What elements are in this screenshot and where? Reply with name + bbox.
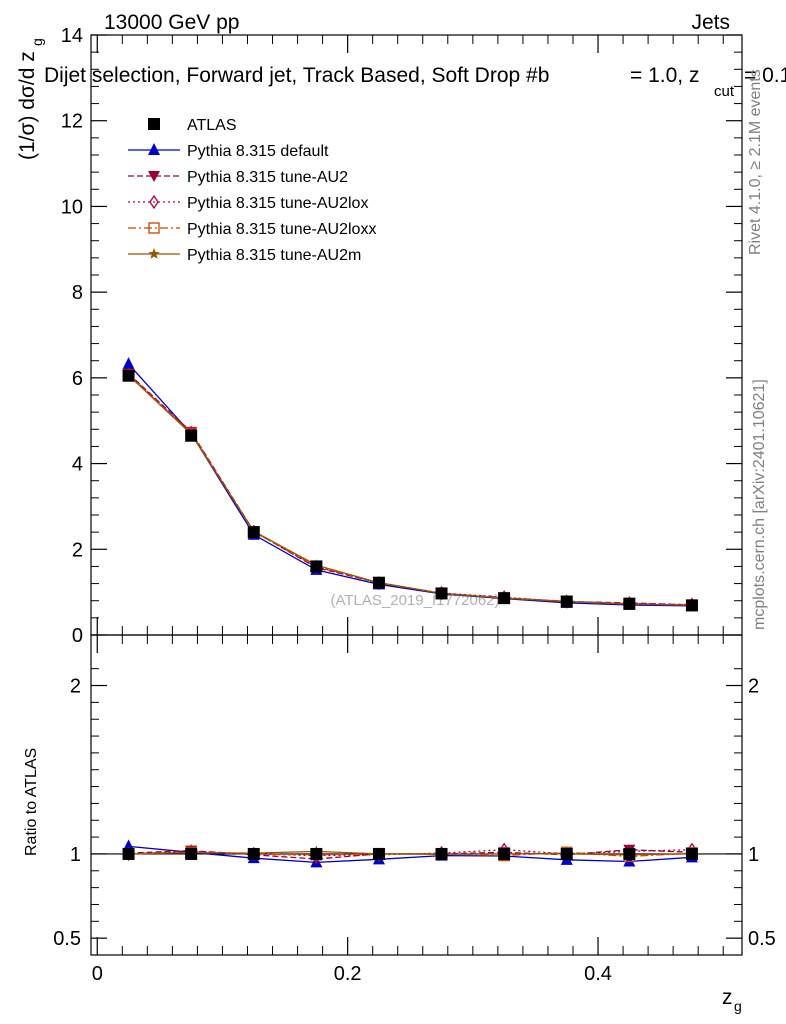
main-point-atlas [623, 597, 636, 610]
main-ylabel-sub: g [29, 38, 45, 46]
xtick-label: 0.2 [334, 963, 362, 985]
main-ylabel: (1/σ) dσ/d z [16, 51, 39, 160]
legend-marker-atlas [148, 118, 160, 130]
plot-title-param-suffix: = 0.1 [744, 64, 786, 87]
ratio-point-atlas [685, 847, 698, 860]
main-ytick-label: 10 [61, 196, 83, 218]
main-ytick-label: 2 [72, 539, 83, 561]
main-ytick-label: 12 [61, 111, 83, 133]
analysis-watermark: (ATLAS_2019_I1772062) [330, 592, 499, 609]
mcplots-label: mcplots.cern.ch [arXiv:2401.10621] [751, 379, 768, 630]
main-line-au2 [128, 373, 692, 606]
ratio-point-atlas [185, 847, 198, 860]
main-point-default [122, 357, 135, 370]
main-ytick-label: 6 [72, 368, 83, 390]
plot-title-param-sub: cut [714, 83, 735, 100]
legend-marker-au2loxx [148, 222, 160, 234]
legend-label-au2m: Pythia 8.315 tune-AU2m [187, 247, 361, 264]
energy-label: 13000 GeV pp [104, 11, 239, 34]
main-point-atlas [498, 592, 511, 605]
xtick-label: 0 [92, 963, 103, 985]
ratio-line-default [128, 845, 692, 864]
main-point-atlas [372, 576, 385, 589]
ratio-ytick-label-right: 2 [748, 676, 759, 698]
plot-title-param-prefix: = 1.0, z [630, 64, 699, 87]
ratio-ytick-label-right: 1 [748, 844, 759, 866]
xlabel: z [722, 986, 733, 1009]
main-point-atlas [122, 369, 135, 382]
main-line-au2loxx [128, 374, 692, 606]
legend-label-default: Pythia 8.315 default [187, 143, 329, 160]
ratio-line-au2m [128, 850, 692, 856]
ratio-point-atlas [498, 847, 511, 860]
main-point-atlas [560, 595, 573, 608]
ratio-ytick-label: 2 [70, 676, 81, 698]
ratio-point-default [623, 854, 636, 867]
ratio-series-group [122, 839, 698, 868]
ratio-point-atlas [623, 847, 636, 860]
ratio-point-atlas [122, 847, 135, 860]
main-ytick-label: 4 [72, 454, 83, 476]
legend-label-au2lox: Pythia 8.315 tune-AU2lox [187, 195, 368, 212]
ratio-plot-frame [90, 634, 743, 956]
ratio-point-atlas [435, 847, 448, 860]
ratio-point-atlas [310, 847, 323, 860]
legend-marker-au2lox [149, 194, 159, 210]
ratio-ytick-label: 1 [70, 844, 81, 866]
main-point-atlas [435, 587, 448, 600]
main-line-au2lox [128, 373, 692, 606]
main-point-atlas [185, 429, 198, 442]
main-point-atlas [247, 526, 260, 539]
main-ytick-label: 14 [61, 25, 83, 47]
legend-label-au2loxx: Pythia 8.315 tune-AU2loxx [187, 221, 376, 238]
plot-title: Dijet selection, Forward jet, Track Base… [44, 64, 549, 87]
ratio-point-atlas [560, 847, 573, 860]
legend-label-au2: Pythia 8.315 tune-AU2 [187, 169, 348, 186]
legend: ATLAS Pythia 8.315 default Pythia 8.315 tu… [128, 117, 376, 264]
ratio-point-atlas [247, 847, 260, 860]
legend-label-atlas: ATLAS [187, 117, 237, 134]
ratio-point-atlas [372, 847, 385, 860]
legend-marker-default [148, 143, 160, 155]
process-label: Jets [691, 11, 730, 34]
ratio-ytick-label: 0.5 [53, 928, 81, 950]
main-line-default [128, 363, 692, 607]
rivet-label: Rivet 4.1.0, ≥ 2.1M events [747, 69, 764, 255]
main-ytick-label: 8 [72, 282, 83, 304]
plot-title-param: = 1.0, z [630, 64, 699, 87]
ratio-ylabel: Ratio to ATLAS [23, 748, 40, 856]
ratio-ytick-label-right: 0.5 [748, 928, 776, 950]
main-ylabel-text: (1/σ) dσ/d z [16, 51, 39, 160]
main-ytick-label: 0 [72, 625, 83, 647]
legend-marker-au2 [148, 171, 160, 182]
main-line-au2m [128, 374, 692, 607]
xtick-label: 0.4 [584, 963, 612, 985]
main-point-atlas [685, 599, 698, 612]
main-point-atlas [310, 560, 323, 573]
main-series-group [122, 357, 698, 612]
xlabel-sub: g [734, 998, 742, 1014]
legend-marker-au2m [148, 248, 160, 259]
